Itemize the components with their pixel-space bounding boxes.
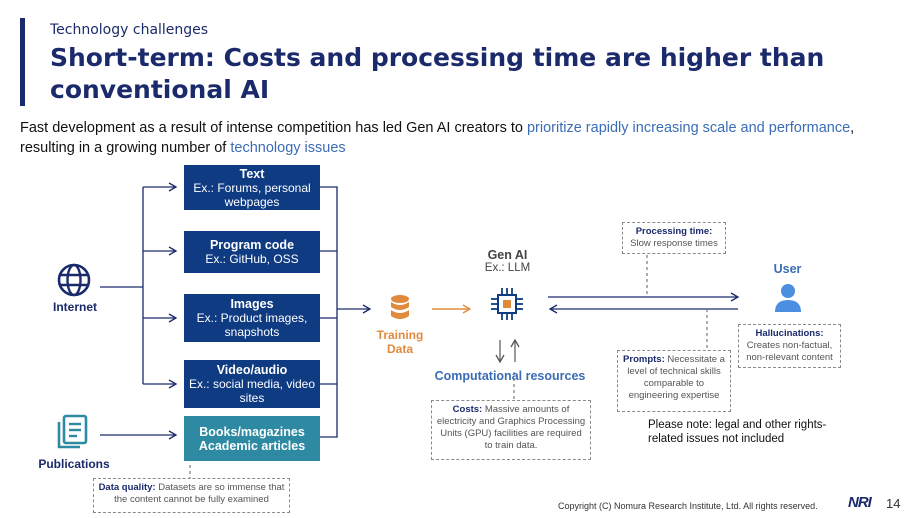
globe-icon — [56, 262, 92, 303]
processing-time-note: Processing time: Slow response times — [622, 222, 726, 254]
data-box-books: Books/magazines Academic articles — [184, 416, 320, 461]
data-box-title: Program code — [184, 238, 320, 252]
data-box-text: Text Ex.: Forums, personal webpages — [184, 165, 320, 210]
prompts-note: Prompts: Necessitate a level of technica… — [617, 350, 731, 412]
user-icon — [774, 283, 802, 318]
genai-title: Gen AI — [470, 248, 545, 262]
please-note-text: Please note: legal and other rights-rela… — [648, 418, 838, 446]
data-box-detail: Ex.: social media, video sites — [184, 377, 320, 405]
data-box-title: Text — [184, 167, 320, 181]
training-label-line-2: Data — [370, 342, 430, 356]
costs-note: Costs: Massive amounts of electricity an… — [431, 400, 591, 460]
data-box-title: Video/audio — [184, 363, 320, 377]
publications-label: Publications — [30, 457, 118, 471]
chip-icon — [489, 286, 525, 327]
internet-label: Internet — [44, 300, 106, 314]
training-label-line-1: Training — [370, 328, 430, 342]
data-box-detail: Academic articles — [184, 439, 320, 453]
quality-note-label: Data quality: — [99, 482, 156, 493]
nri-logo: NRI — [848, 494, 871, 511]
data-box-title: Images — [184, 297, 320, 311]
prompts-note-label: Prompts: — [623, 354, 665, 365]
computational-resources-label: Computational resources — [430, 369, 590, 383]
data-box-title: Books/magazines — [184, 425, 320, 439]
data-box-detail: Ex.: Product images, snapshots — [184, 311, 320, 339]
data-box-video-audio: Video/audio Ex.: social media, video sit… — [184, 360, 320, 408]
processing-note-label: Processing time: — [636, 226, 713, 237]
training-data-label: Training Data — [370, 328, 430, 356]
hallucinations-note-text: Creates non-factual, non-relevant conten… — [746, 340, 833, 363]
genai-subtitle: Ex.: LLM — [470, 262, 545, 274]
processing-note-text: Slow response times — [630, 238, 718, 249]
database-icon — [389, 294, 411, 327]
hallucinations-note: Hallucinations: Creates non-factual, non… — [738, 324, 841, 368]
user-label: User — [765, 262, 810, 276]
hallucinations-note-label: Hallucinations: — [755, 328, 823, 339]
data-quality-note: Data quality: Datasets are so immense th… — [93, 478, 290, 513]
data-box-program-code: Program code Ex.: GitHub, OSS — [184, 231, 320, 273]
data-box-images: Images Ex.: Product images, snapshots — [184, 294, 320, 342]
document-icon — [55, 414, 89, 455]
data-box-detail: Ex.: GitHub, OSS — [184, 252, 320, 266]
copyright-text: Copyright (C) Nomura Research Institute,… — [558, 501, 818, 511]
page-number: 14 — [886, 496, 900, 511]
costs-note-label: Costs: — [453, 404, 483, 415]
data-box-detail: Ex.: Forums, personal webpages — [184, 181, 320, 209]
